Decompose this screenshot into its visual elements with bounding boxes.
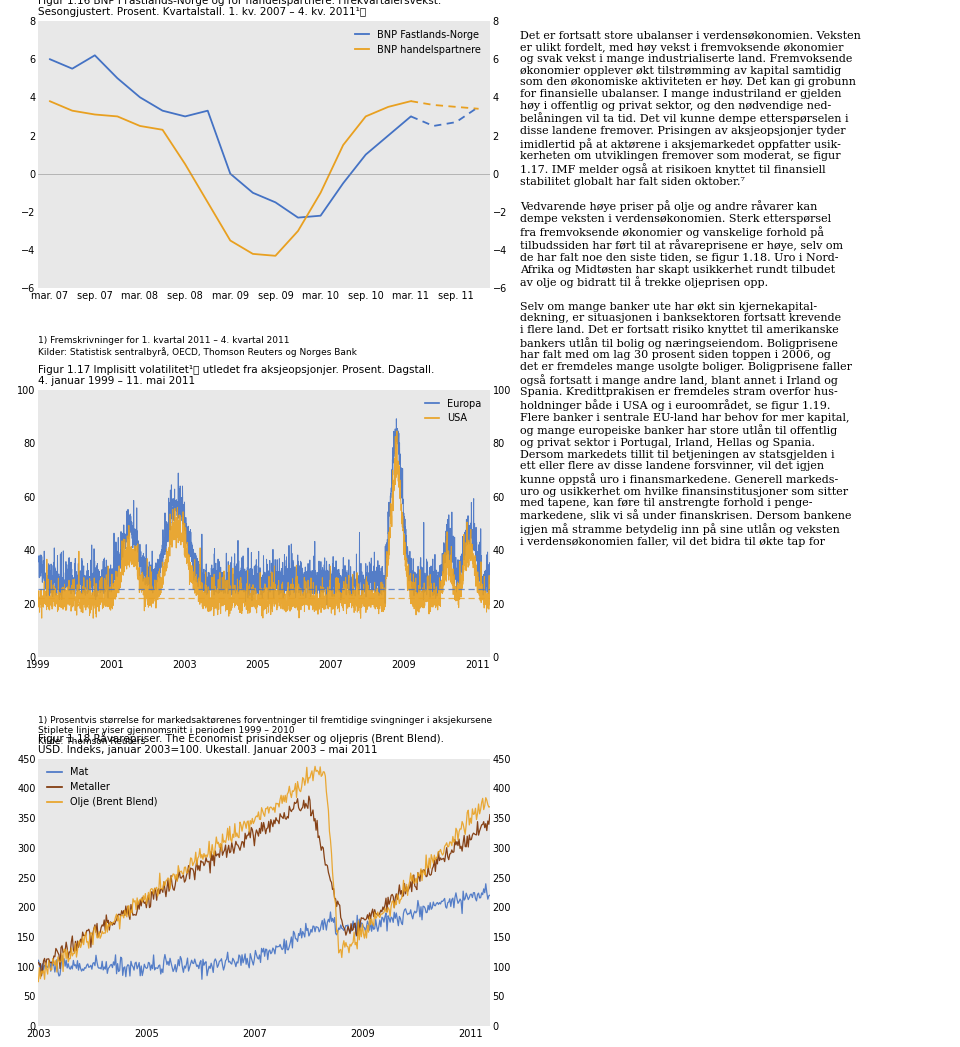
Legend: Europa, USA: Europa, USA [420, 395, 485, 427]
Legend: BNP Fastlands-Norge, BNP handelspartnere: BNP Fastlands-Norge, BNP handelspartnere [351, 26, 485, 59]
Text: Figur 1.18 Råvarepriser. The Economist prisindekser og oljepris (Brent Blend).
U: Figur 1.18 Råvarepriser. The Economist p… [38, 732, 444, 755]
Text: Figur 1.16 BNP i Fastlands-Norge og for handelspartnere. Firekvartalersvekst.
Se: Figur 1.16 BNP i Fastlands-Norge og for … [38, 0, 442, 18]
Legend: Mat, Metaller, Olje (Brent Blend): Mat, Metaller, Olje (Brent Blend) [43, 763, 161, 811]
Text: Det er fortsatt store ubalanser i verdensøkonomien. Veksten
er ulikt fordelt, me: Det er fortsatt store ubalanser i verden… [520, 31, 861, 547]
Text: 1) Prosentvis størrelse for markedsaktørenes forventninger til fremtidige svingn: 1) Prosentvis størrelse for markedsaktør… [38, 716, 492, 745]
Text: 1) Fremskrivninger for 1. kvartal 2011 – 4. kvartal 2011
Kilder: Statistisk sent: 1) Fremskrivninger for 1. kvartal 2011 –… [38, 336, 357, 357]
Text: Figur 1.17 Implisitt volatilitet¹⧠ utledet fra aksjeopsjonjer. Prosent. Dagstall: Figur 1.17 Implisitt volatilitet¹⧠ utled… [38, 364, 435, 386]
